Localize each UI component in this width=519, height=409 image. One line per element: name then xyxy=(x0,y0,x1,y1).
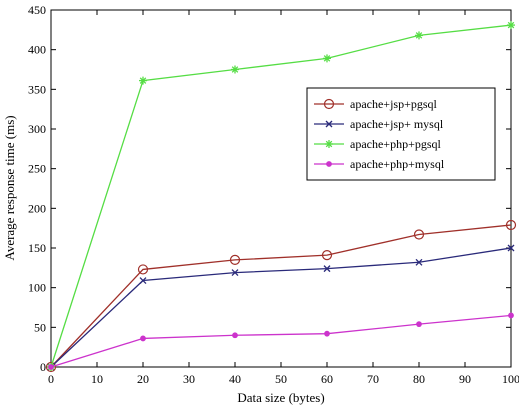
data-point xyxy=(323,54,331,63)
data-point xyxy=(139,76,147,85)
x-tick-label: 80 xyxy=(413,372,425,386)
y-tick-label: 200 xyxy=(28,201,46,215)
data-point xyxy=(415,31,423,40)
x-axis-title: Data size (bytes) xyxy=(237,390,324,405)
data-point xyxy=(324,330,330,337)
legend-marker xyxy=(326,161,332,167)
legend: apache+jsp+pgsql apache+jsp+ mysql apache+… xyxy=(306,87,496,181)
series-layer xyxy=(45,21,517,373)
data-point xyxy=(507,21,515,30)
data-point xyxy=(413,229,425,240)
y-axis-title: Average response time (ms) xyxy=(2,115,17,260)
y-tick-label: 300 xyxy=(28,122,46,136)
x-tick-label: 50 xyxy=(275,372,287,386)
data-point xyxy=(45,361,57,373)
data-point xyxy=(229,254,241,265)
data-point xyxy=(231,269,239,277)
y-tick-label: 0 xyxy=(40,360,46,374)
y-tick-label: 100 xyxy=(28,281,46,295)
data-point xyxy=(507,244,515,252)
y-tick-label: 250 xyxy=(28,162,46,176)
data-point xyxy=(231,65,239,74)
legend-item: apache+php+pgsql xyxy=(314,137,442,151)
x-tick-label: 70 xyxy=(367,372,379,386)
data-point xyxy=(505,219,517,231)
x-tick-label: 60 xyxy=(321,372,333,386)
data-point xyxy=(48,364,54,370)
legend-marker xyxy=(325,140,333,148)
legend-label: apache+jsp+ mysql xyxy=(350,117,444,131)
y-tick-label: 400 xyxy=(28,43,46,57)
x-tick-label: 40 xyxy=(229,372,241,386)
data-point xyxy=(140,335,146,342)
series-line-1 xyxy=(50,247,512,368)
legend-item: apache+php+mysql xyxy=(314,157,445,171)
series-3 xyxy=(48,312,514,370)
legend-label: apache+jsp+pgsql xyxy=(350,97,438,111)
data-point xyxy=(137,264,149,275)
y-tick-label: 450 xyxy=(28,3,46,17)
series-1 xyxy=(47,244,515,371)
y-tick-label: 150 xyxy=(28,241,46,255)
data-point xyxy=(323,265,331,273)
data-point xyxy=(232,332,238,339)
y-axis: 0 50 100 150 200 250 300 350 400 450 xyxy=(28,3,511,374)
x-axis: 0 10 20 30 40 50 60 70 80 90 100 xyxy=(48,10,519,386)
y-tick-label: 50 xyxy=(34,320,46,334)
series-0 xyxy=(45,219,517,373)
legend-label: apache+php+pgsql xyxy=(350,137,442,151)
series-line-3 xyxy=(50,314,512,368)
legend-label: apache+php+mysql xyxy=(350,157,445,171)
series-2 xyxy=(47,21,515,371)
series-line-0 xyxy=(50,224,512,368)
legend-item: apache+jsp+ mysql xyxy=(314,117,444,131)
data-point xyxy=(416,321,422,328)
legend-marker xyxy=(323,98,335,110)
x-tick-label: 90 xyxy=(459,372,471,386)
data-point xyxy=(508,312,514,319)
legend-box xyxy=(306,87,496,181)
x-tick-label: 10 xyxy=(91,372,103,386)
x-tick-label: 30 xyxy=(183,372,195,386)
legend-item: apache+jsp+pgsql xyxy=(314,97,438,111)
data-point xyxy=(139,277,147,284)
series-line-2 xyxy=(50,24,512,368)
x-tick-label: 20 xyxy=(137,372,149,386)
x-tick-label: 100 xyxy=(502,372,519,386)
x-tick-label: 0 xyxy=(48,372,54,386)
data-point xyxy=(321,250,333,261)
data-point xyxy=(415,258,423,266)
y-tick-label: 350 xyxy=(28,82,46,96)
legend-marker xyxy=(325,120,333,128)
